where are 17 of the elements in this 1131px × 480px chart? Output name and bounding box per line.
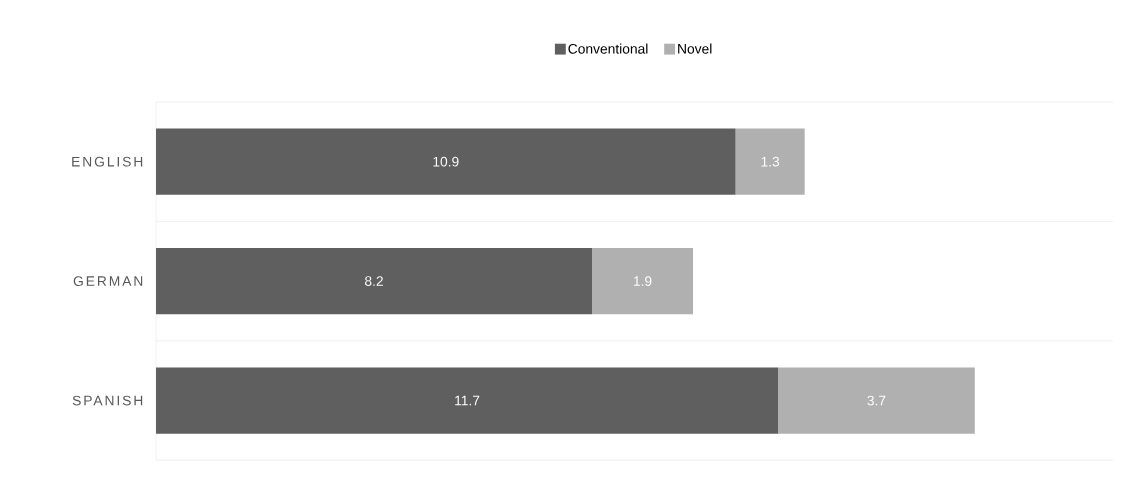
data-label: 1.3 xyxy=(761,156,780,167)
bar xyxy=(156,247,592,315)
data-label: 1.9 xyxy=(633,276,652,286)
bar xyxy=(156,367,779,434)
bar xyxy=(156,128,736,195)
legend-label: Conventional xyxy=(568,43,648,54)
bar xyxy=(735,128,805,195)
data-label: 3.7 xyxy=(867,395,886,406)
legend-label: Novel xyxy=(678,43,712,54)
y-tick-label: GERMAN xyxy=(73,276,143,286)
data-label: 11.7 xyxy=(455,395,480,406)
bar xyxy=(592,247,694,315)
bar xyxy=(778,367,975,434)
y-tick-label: ENGLISH xyxy=(72,156,143,167)
data-label: 8.2 xyxy=(365,276,383,286)
y-tick-label: SPANISH xyxy=(72,395,143,406)
data-label: 10.9 xyxy=(433,156,459,167)
